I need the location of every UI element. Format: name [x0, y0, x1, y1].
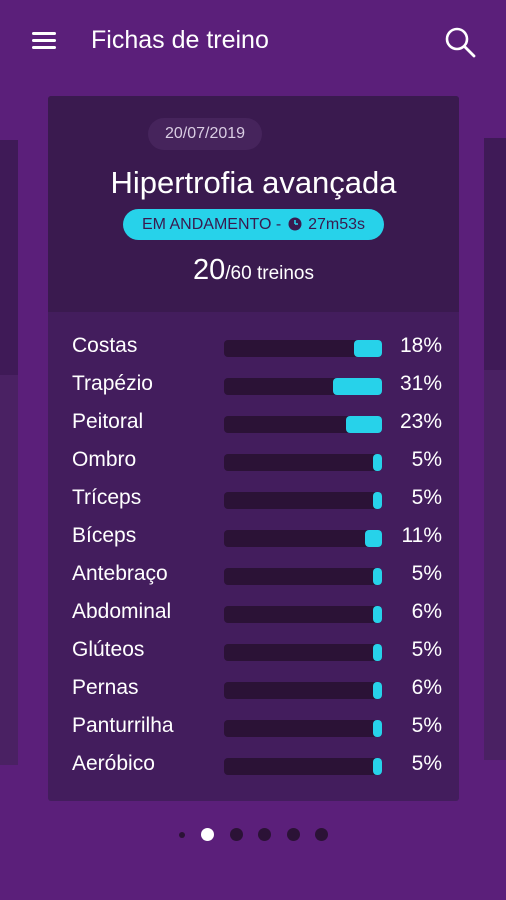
muscle-name: Bíceps — [72, 524, 137, 547]
workouts-total: /60 treinos — [225, 263, 314, 284]
muscle-progress-track — [224, 644, 382, 661]
page-indicator — [0, 825, 506, 845]
muscle-progress-fill — [373, 606, 382, 623]
muscle-progress-fill — [373, 682, 382, 699]
muscle-progress-track — [224, 606, 382, 623]
muscle-name: Costas — [72, 334, 138, 357]
muscle-row: Antebraço 5% — [72, 558, 442, 592]
muscle-row: Panturrilha 5% — [72, 710, 442, 744]
muscle-percent: 5% — [411, 448, 442, 471]
muscle-name: Tríceps — [72, 486, 142, 509]
muscle-name: Peitoral — [72, 410, 144, 433]
muscle-progress-track — [224, 682, 382, 699]
muscle-progress-fill — [373, 644, 382, 661]
muscle-row: Aeróbico 5% — [72, 748, 442, 782]
muscle-name: Aeróbico — [72, 752, 155, 775]
card-title: Hipertrofia avançada — [110, 165, 397, 200]
muscle-progress-fill — [373, 492, 382, 509]
muscle-name: Ombro — [72, 448, 137, 471]
muscle-percent: 11% — [401, 524, 442, 547]
muscle-percent: 5% — [411, 562, 442, 585]
muscle-percent: 18% — [399, 334, 442, 357]
page-title: Fichas de treino — [91, 26, 269, 54]
muscle-name: Panturrilha — [72, 714, 174, 737]
page-dot-3[interactable] — [258, 828, 271, 841]
muscle-row: Glúteos 5% — [72, 634, 442, 668]
page-dot-1[interactable] — [201, 828, 214, 841]
muscle-row: Ombro 5% — [72, 444, 442, 478]
muscle-progress-track — [224, 416, 382, 433]
muscle-name: Pernas — [72, 676, 139, 699]
muscle-percent: 31% — [399, 372, 442, 395]
muscle-progress-track — [224, 758, 382, 775]
muscle-row: Tríceps 5% — [72, 482, 442, 516]
clock-icon — [288, 211, 302, 242]
muscle-name: Glúteos — [72, 638, 145, 661]
app-bar: Fichas de treino — [0, 0, 506, 82]
muscle-progress-track — [224, 454, 382, 471]
muscle-progress-track — [224, 530, 382, 547]
muscle-progress-track — [224, 720, 382, 737]
muscle-progress-fill — [373, 568, 382, 585]
muscle-name: Abdominal — [72, 600, 172, 623]
muscle-name: Trapézio — [72, 372, 153, 395]
muscle-progress-fill — [346, 416, 382, 433]
muscle-progress-fill — [373, 720, 382, 737]
muscle-row: Peitoral 23% — [72, 406, 442, 440]
muscle-progress-track — [224, 340, 382, 357]
muscle-row: Pernas 6% — [72, 672, 442, 706]
search-icon[interactable] — [442, 24, 478, 60]
muscle-percent: 23% — [399, 410, 442, 433]
previous-card-peek[interactable] — [0, 140, 18, 765]
muscle-progress-fill — [365, 530, 382, 547]
muscle-percent: 5% — [411, 714, 442, 737]
page-dot-2[interactable] — [230, 828, 243, 841]
muscle-progress-fill — [373, 454, 382, 471]
muscle-percent: 6% — [411, 676, 442, 699]
workouts-done: 20 — [193, 254, 226, 286]
page-dot-4[interactable] — [287, 828, 300, 841]
muscle-progress-fill — [333, 378, 382, 395]
muscle-progress-track — [224, 378, 382, 395]
page-dot-edge — [179, 832, 185, 838]
date-badge: 20/07/2019 — [148, 118, 262, 150]
menu-icon[interactable] — [30, 28, 60, 52]
next-card-peek[interactable] — [484, 138, 506, 760]
muscle-progress-track — [224, 492, 382, 509]
muscle-percent: 6% — [411, 600, 442, 623]
muscle-progress-fill — [354, 340, 382, 357]
muscle-row: Trapézio 31% — [72, 368, 442, 402]
muscle-row: Bíceps 11% — [72, 520, 442, 554]
workout-progress: 20/60 treinos — [48, 254, 459, 287]
status-badge: EM ANDAMENTO - 27m53s — [123, 209, 384, 240]
muscle-progress-fill — [373, 758, 382, 775]
muscle-row: Costas 18% — [72, 330, 442, 364]
muscle-row: Abdominal 6% — [72, 596, 442, 630]
muscle-percent: 5% — [411, 752, 442, 775]
muscle-percent: 5% — [411, 638, 442, 661]
muscle-name: Antebraço — [72, 562, 168, 585]
page-dot-5[interactable] — [315, 828, 328, 841]
muscle-percent: 5% — [411, 486, 442, 509]
muscle-progress-track — [224, 568, 382, 585]
elapsed-time: 27m53s — [308, 216, 366, 233]
status-label: EM ANDAMENTO - — [141, 216, 282, 233]
